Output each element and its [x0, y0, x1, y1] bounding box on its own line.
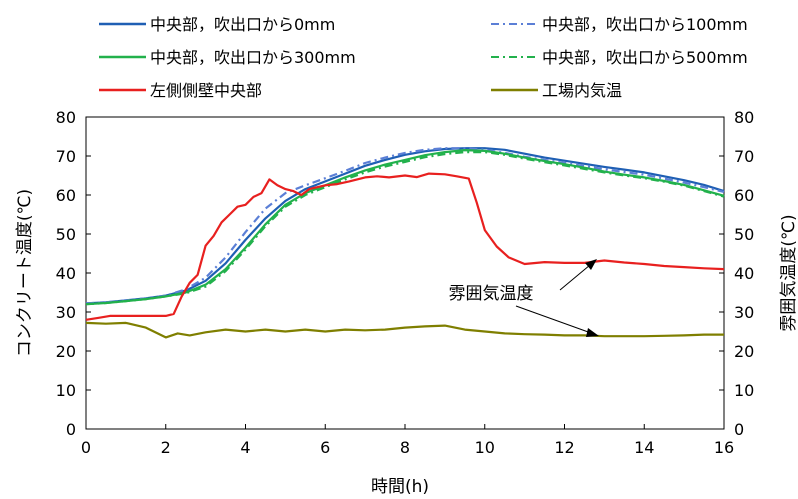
- x-tick-label: 10: [475, 438, 495, 457]
- legend-label-4: 左側側壁中央部: [150, 81, 262, 100]
- y2-tick-label: 10: [734, 381, 754, 400]
- x-axis-title: 時間(h): [371, 477, 429, 497]
- x-tick-label: 12: [554, 438, 574, 457]
- x-tick-label: 16: [714, 438, 734, 457]
- legend-label-2: 中央部，吹出口から300mm: [150, 48, 356, 67]
- x-tick-label: 2: [161, 438, 171, 457]
- x-tick-label: 14: [634, 438, 654, 457]
- series-line-4: [86, 174, 724, 320]
- y-tick-label: 50: [56, 225, 76, 244]
- annotation-arrow-1: [560, 265, 590, 290]
- y2-tick-label: 70: [734, 147, 754, 166]
- y-tick-label: 0: [66, 420, 76, 439]
- x-tick-label: 8: [400, 438, 410, 457]
- y2-tick-label: 60: [734, 186, 754, 205]
- legend: 中央部，吹出口から0mm 中央部，吹出口から100mm 中央部，吹出口から300…: [99, 15, 748, 100]
- series-line-2: [86, 150, 724, 304]
- y2-tick-label: 40: [734, 264, 754, 283]
- y2-tick-label: 20: [734, 342, 754, 361]
- series-lines: [86, 148, 724, 337]
- annotation-arrow-2: [516, 306, 591, 333]
- legend-label-0: 中央部，吹出口から0mm: [150, 15, 335, 34]
- y-tick-label: 70: [56, 147, 76, 166]
- y-tick-label: 30: [56, 303, 76, 322]
- y2-tick-label: 0: [734, 420, 744, 439]
- annotation-label: 雰囲気温度: [449, 284, 534, 304]
- y-tick-label: 40: [56, 264, 76, 283]
- plot-area: [86, 117, 724, 429]
- series-line-1: [86, 148, 724, 303]
- x-tick-label: 4: [240, 438, 250, 457]
- y-axis-title: コンクリート温度(℃): [15, 189, 35, 357]
- y2-tick-label: 50: [734, 225, 754, 244]
- y2-tick-label: 30: [734, 303, 754, 322]
- series-line-5: [86, 323, 724, 338]
- y2-tick-label: 80: [734, 108, 754, 127]
- annotation-arrowhead-1: [585, 259, 597, 270]
- legend-label-3: 中央部，吹出口から500mm: [542, 48, 748, 67]
- y-tick-label: 20: [56, 342, 76, 361]
- y2-axis-title: 雰囲気温度(℃): [779, 214, 798, 331]
- annotation-arrowhead-2: [586, 328, 599, 337]
- y-tick-label: 10: [56, 381, 76, 400]
- y-tick-label: 80: [56, 108, 76, 127]
- legend-label-5: 工場内気温: [542, 81, 622, 100]
- x-tick-label: 6: [320, 438, 330, 457]
- series-line-0: [86, 148, 724, 303]
- y-tick-label: 60: [56, 186, 76, 205]
- annotation: 雰囲気温度: [449, 259, 600, 337]
- x-tick-label: 0: [81, 438, 91, 457]
- legend-label-1: 中央部，吹出口から100mm: [542, 15, 748, 34]
